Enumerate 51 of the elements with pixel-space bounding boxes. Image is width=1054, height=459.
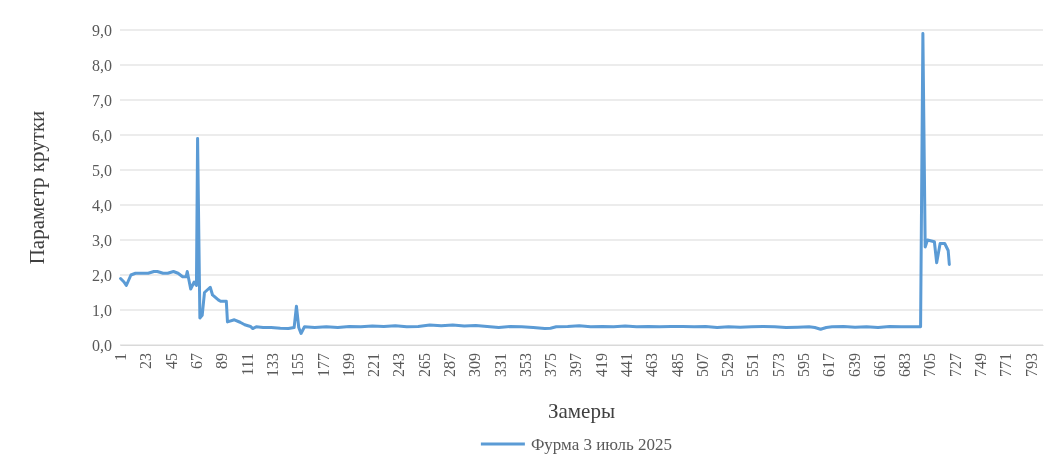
x-tick-label: 23 — [137, 353, 155, 369]
x-tick-label: 639 — [845, 353, 863, 377]
y-tick-label: 8,0 — [92, 56, 112, 74]
x-tick-label: 67 — [188, 353, 206, 369]
x-tick-label: 309 — [466, 353, 484, 377]
x-tick-label: 661 — [870, 353, 888, 377]
x-tick-label: 397 — [567, 353, 585, 377]
x-tick-label: 353 — [516, 353, 534, 377]
x-axis-title: Замеры — [547, 399, 616, 423]
x-tick-label: 441 — [617, 353, 635, 377]
y-tick-label: 0,0 — [92, 336, 112, 354]
x-tick-label: 573 — [769, 353, 787, 377]
x-tick-label: 705 — [921, 353, 939, 377]
x-tick-label: 617 — [820, 353, 838, 377]
x-tick-label: 375 — [542, 353, 560, 377]
x-tick-label: 133 — [263, 353, 281, 377]
x-tick-label: 485 — [668, 353, 686, 377]
x-tick-label: 155 — [289, 353, 307, 377]
y-tick-label: 2,0 — [92, 266, 112, 284]
y-tick-label: 1,0 — [92, 301, 112, 319]
y-tick-label: 6,0 — [92, 126, 112, 144]
y-tick-label: 9,0 — [92, 21, 112, 39]
x-tick-label: 89 — [213, 353, 231, 369]
x-tick-label: 419 — [592, 353, 610, 377]
x-tick-label: 507 — [693, 353, 711, 377]
x-tick-label: 177 — [314, 353, 332, 377]
x-tick-label: 793 — [1022, 353, 1040, 377]
x-tick-label: 199 — [339, 353, 357, 377]
y-tick-label: 7,0 — [92, 91, 112, 109]
x-tick-label: 463 — [643, 353, 661, 377]
line-series — [119, 32, 951, 335]
x-tick-label: 529 — [719, 353, 737, 377]
x-tick-label: 683 — [896, 353, 914, 377]
y-tick-label: 4,0 — [92, 196, 112, 214]
x-tick-label: 111 — [238, 353, 256, 376]
x-tick-label: 727 — [946, 353, 964, 377]
x-tick-label: 45 — [162, 353, 180, 369]
y-tick-label: 3,0 — [92, 231, 112, 249]
x-tick-label: 287 — [440, 353, 458, 377]
x-tick-label: 749 — [971, 353, 989, 377]
x-tick-label: 595 — [794, 353, 812, 377]
x-tick-label: 221 — [365, 353, 383, 377]
x-tick-label: 771 — [997, 353, 1015, 377]
x-tick-label: 331 — [491, 353, 509, 377]
x-tick-label: 1 — [112, 353, 130, 361]
x-tick-label: 551 — [744, 353, 762, 377]
y-tick-label: 5,0 — [92, 161, 112, 179]
y-axis-title: Параметр крутки — [25, 110, 49, 265]
x-tick-label: 243 — [390, 353, 408, 377]
x-tick-label: 265 — [415, 353, 433, 377]
legend-label: Фурма 3 июль 2025 — [530, 435, 673, 454]
